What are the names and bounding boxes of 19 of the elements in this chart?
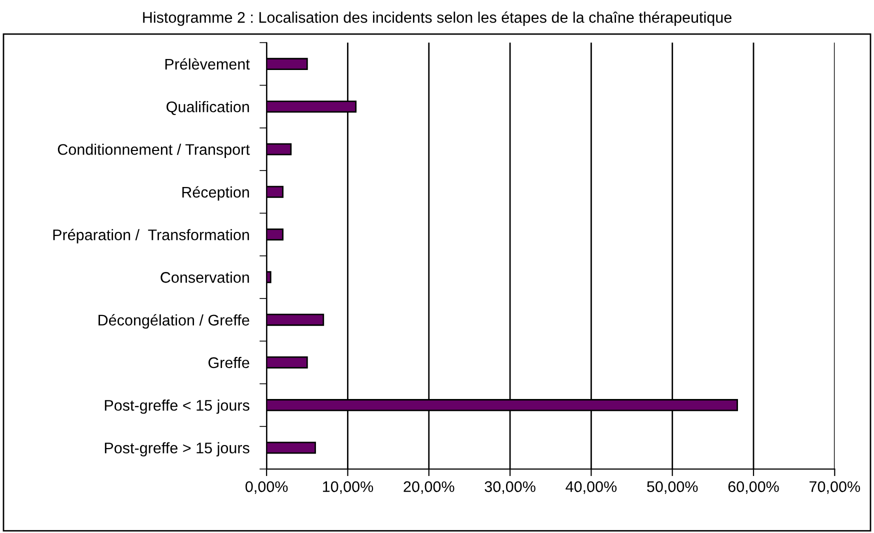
y-tick-label: Décongélation / Greffe — [98, 314, 250, 329]
x-tick-label: 40,00% — [566, 481, 617, 494]
y-tick-label: Préparation / Transformation — [53, 228, 249, 244]
y-tick-label: Post-greffe > 15 jours — [104, 442, 250, 456]
x-tick-label: 70,00% — [810, 481, 860, 494]
x-tick-label: 0,00% — [246, 481, 288, 494]
x-tick-label: 10,00% — [322, 481, 374, 494]
y-tick-label: Conditionnement / Transport — [58, 144, 250, 158]
y-tick-label: Qualification — [166, 101, 249, 116]
x-tick-label: 50,00% — [647, 481, 698, 494]
y-tick-label: Conservation — [160, 272, 249, 283]
y-tick-label: Greffe — [208, 356, 250, 368]
y-tick-label: Prélèvement — [165, 58, 250, 70]
x-tick-label: 30,00% — [484, 481, 536, 494]
y-tick-label: Post-greffe < 15 jours — [104, 400, 250, 414]
chart-title: Histogramme 2 : Localisation des incidents selon les étapes de la chaîne thérapeutique — [143, 11, 732, 26]
x-tick-label: 60,00% — [728, 481, 779, 494]
x-tick-label: 20,00% — [404, 481, 454, 494]
y-tick-label: Réception — [182, 186, 249, 201]
